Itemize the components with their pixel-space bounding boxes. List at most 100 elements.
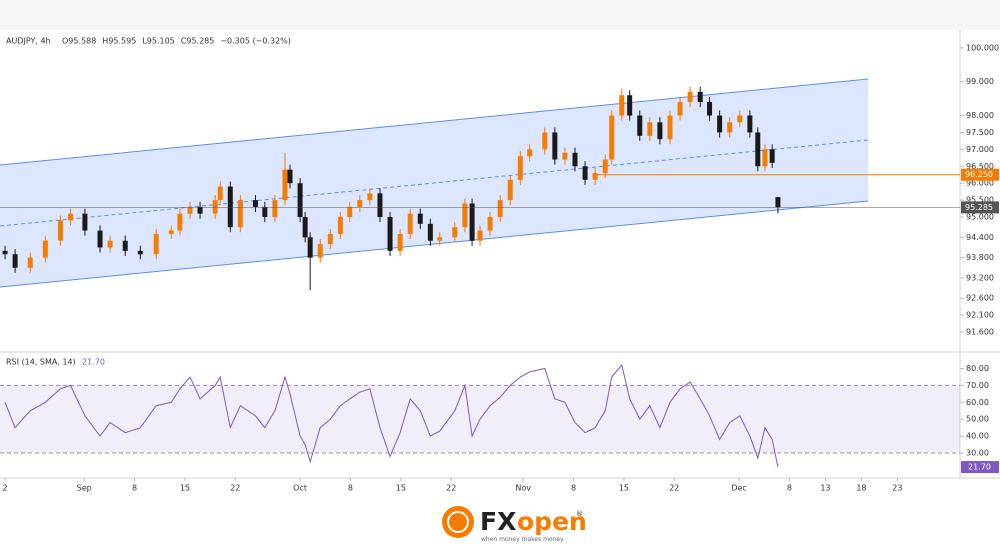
candle-body: [437, 237, 443, 241]
ohlc-value: −0.305 (−0.32%): [220, 37, 291, 46]
x-tick-label: Sep: [77, 484, 92, 493]
ohlc-value: L95.105: [142, 37, 174, 46]
y-tick-label: 93.200: [966, 273, 994, 282]
ohlc-value: C95.285: [181, 37, 215, 46]
y-tick-label: 95.000: [966, 213, 994, 222]
candle-body: [282, 169, 288, 201]
y-tick-label: 100.000: [966, 43, 999, 52]
candle-body: [212, 200, 218, 214]
candle-body: [27, 257, 33, 268]
candle-body: [122, 240, 128, 251]
candle-body: [168, 230, 174, 234]
candle-body: [507, 179, 513, 201]
candle-body: [297, 183, 303, 218]
x-tick-label: 22: [230, 484, 240, 493]
rsi-title: RSI (14, SMA, 14): [6, 358, 76, 367]
candle-body: [737, 115, 743, 123]
candle-body: [252, 200, 258, 207]
y-tick-label: 93.800: [966, 253, 994, 262]
candle-body: [667, 115, 673, 140]
y-tick-label: 80.00: [966, 364, 989, 373]
x-tick-label: Nov: [515, 484, 531, 493]
candle-body: [262, 206, 268, 218]
x-tick-label: 22: [446, 484, 456, 493]
x-tick-label: 23: [892, 484, 902, 493]
rsi-current: 21.70: [82, 358, 105, 367]
candle-body: [582, 166, 588, 180]
candle-body: [487, 217, 493, 231]
candle-body: [647, 122, 653, 136]
candle-body: [657, 122, 663, 140]
candle-body: [677, 101, 683, 116]
x-tick-label: 15: [619, 484, 629, 493]
candle-body: [717, 115, 723, 133]
y-tick-label: 95.500: [966, 196, 994, 205]
candle-body: [68, 213, 74, 221]
candle-body: [2, 250, 8, 255]
candle-body: [42, 240, 48, 258]
y-tick-label: 92.600: [966, 294, 994, 303]
candle-body: [609, 115, 615, 160]
brand-open: open: [517, 507, 587, 536]
price-label-box: [961, 168, 999, 181]
candle-body: [727, 122, 733, 133]
price-label-box: [961, 201, 999, 214]
candle-body: [417, 213, 423, 224]
candle-body: [747, 115, 753, 133]
candle-body: [197, 206, 203, 214]
candle-body: [347, 206, 353, 218]
y-tick-label: 40.00: [966, 432, 989, 441]
x-tick-label: 8: [571, 484, 576, 493]
logo-icon-ring: [447, 511, 469, 533]
candle-body: [462, 203, 468, 228]
candle-body: [227, 186, 233, 228]
candle-body: [707, 101, 713, 116]
candle-body: [427, 223, 433, 241]
brand-fx: FX: [480, 507, 516, 536]
x-tick-label: 8: [787, 484, 792, 493]
candle-body: [367, 193, 373, 201]
candle-body: [769, 149, 775, 163]
candle-body: [137, 250, 143, 255]
candle-body: [107, 240, 113, 248]
candle-body: [327, 233, 333, 245]
candle-body: [687, 91, 693, 102]
candle-body: [237, 200, 243, 228]
channel-middle: [0, 139, 869, 227]
x-tick-label: 22: [669, 484, 679, 493]
y-tick-label: 94.400: [966, 233, 994, 242]
candle-body: [307, 237, 313, 258]
y-tick-label: 96.000: [966, 179, 994, 188]
y-tick-label: 97.500: [966, 128, 994, 137]
candle-body: [477, 230, 483, 241]
y-tick-label: 91.600: [966, 328, 994, 337]
candle-body: [12, 254, 18, 268]
logo: FX open ® when money makes money: [442, 506, 587, 543]
brand-registered: ®: [576, 510, 583, 518]
candle-body: [497, 200, 503, 218]
y-tick-label: 99.000: [966, 77, 994, 86]
y-tick-label: 70.00: [966, 381, 989, 390]
candle-body: [377, 193, 383, 218]
brand-tagline: when money makes money: [481, 536, 564, 543]
candle-body: [217, 186, 223, 201]
candle-body: [517, 156, 523, 180]
candle-body: [337, 217, 343, 234]
candle-body: [755, 132, 761, 167]
candle-body: [469, 203, 475, 241]
candle-body: [697, 91, 703, 102]
channel-lower: [0, 200, 869, 288]
candle-body: [775, 197, 781, 208]
y-tick-label: 92.100: [966, 311, 994, 320]
y-tick-label: 60.00: [966, 398, 989, 407]
x-tick-label: 13: [820, 484, 830, 493]
channel-upper: [0, 78, 869, 166]
candle-body: [57, 220, 63, 241]
y-tick-label: 98.000: [966, 111, 994, 120]
candle-body: [357, 200, 363, 207]
candle-body: [153, 233, 159, 255]
x-tick-label: 8: [348, 484, 353, 493]
candle-body: [272, 200, 278, 218]
